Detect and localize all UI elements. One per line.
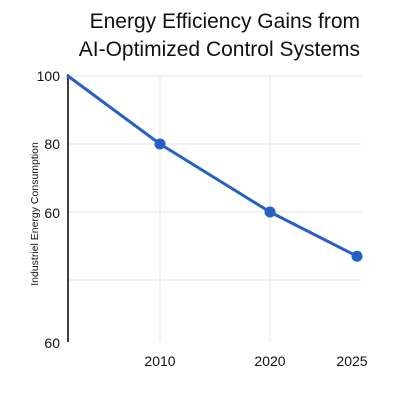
chart-title: Energy Efficiency Gains from AI-Optimize… (30, 8, 360, 64)
x-tick-label: 2020 (254, 353, 285, 369)
y-tick-labels: 100 80 60 60 (37, 68, 61, 351)
data-point-marker (264, 206, 276, 218)
chart-title-line-1: Energy Efficiency Gains from (89, 10, 360, 33)
x-tick-label: 2010 (144, 353, 175, 369)
x-tick-labels: 2010 2020 2025 (144, 353, 367, 369)
chart-title-line-2: AI-Optimized Control Systems (78, 38, 360, 61)
y-tick-label: 60 (44, 205, 60, 221)
y-tick-label: 60 (44, 335, 60, 351)
grid-lines (68, 75, 362, 342)
series-line (66, 74, 359, 258)
y-axis-label: Industriel Energy Consumption (29, 142, 41, 286)
data-point-markers (154, 138, 363, 262)
y-tick-label: 80 (44, 136, 60, 152)
y-tick-label: 100 (37, 68, 61, 84)
data-point-marker (351, 250, 363, 262)
x-tick-label: 2025 (336, 353, 367, 369)
data-point-marker (154, 138, 166, 150)
